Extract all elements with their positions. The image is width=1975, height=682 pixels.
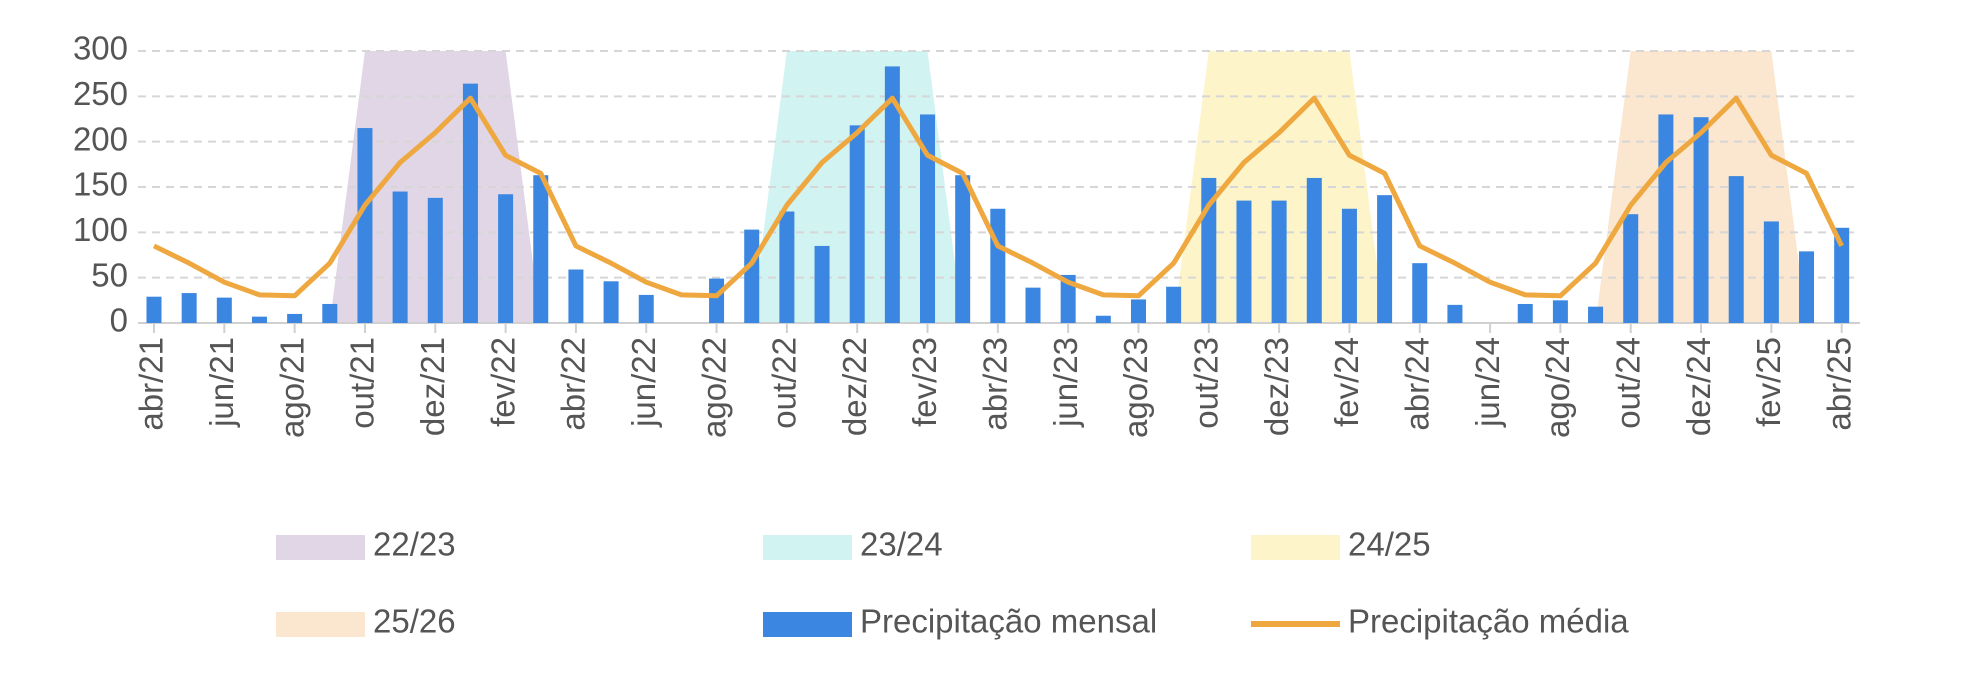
legend-label: 23/24 bbox=[860, 526, 943, 563]
bar bbox=[1130, 299, 1146, 323]
bar bbox=[990, 208, 1006, 323]
bar bbox=[814, 245, 830, 323]
y-tick-label: 200 bbox=[73, 120, 128, 157]
x-tick-label: jun/23 bbox=[1047, 337, 1084, 428]
bar bbox=[1060, 274, 1076, 323]
x-tick-label: out/21 bbox=[344, 337, 381, 429]
y-tick-label: 50 bbox=[91, 256, 128, 293]
bar bbox=[1447, 304, 1463, 323]
x-tick-label: jun/21 bbox=[203, 337, 240, 428]
bar bbox=[1341, 208, 1357, 323]
bar bbox=[884, 66, 900, 323]
legend-swatch bbox=[276, 535, 365, 560]
bar bbox=[1412, 263, 1428, 323]
bar bbox=[568, 269, 584, 323]
bar bbox=[392, 191, 408, 323]
bar bbox=[251, 316, 267, 323]
legend-swatch bbox=[763, 535, 852, 560]
bar bbox=[1306, 177, 1322, 323]
legend-label: Precipitação mensal bbox=[860, 603, 1157, 640]
bar bbox=[1095, 315, 1111, 323]
x-tick-label: ago/24 bbox=[1539, 337, 1576, 438]
x-tick-label: out/22 bbox=[766, 337, 803, 429]
x-tick-label: jun/22 bbox=[625, 337, 662, 428]
legend-label: Precipitação média bbox=[1348, 603, 1629, 640]
bar bbox=[1588, 306, 1604, 323]
bar bbox=[322, 303, 338, 323]
bar bbox=[1799, 251, 1815, 323]
x-tick-label: out/23 bbox=[1188, 337, 1225, 429]
x-tick-label: fev/22 bbox=[484, 337, 521, 427]
x-tick-label: dez/24 bbox=[1680, 337, 1717, 436]
bar bbox=[709, 278, 725, 323]
bar bbox=[287, 313, 303, 323]
bar bbox=[1623, 214, 1639, 323]
bar bbox=[1693, 117, 1709, 323]
bar bbox=[1271, 200, 1287, 323]
bar bbox=[498, 194, 514, 323]
average-line bbox=[152, 95, 1844, 299]
bar bbox=[1236, 200, 1252, 323]
bar bbox=[955, 175, 971, 323]
x-tick-label: fev/25 bbox=[1750, 337, 1787, 427]
x-tick-label: abr/21 bbox=[133, 337, 170, 431]
bar bbox=[1834, 227, 1850, 323]
x-tick-label: out/24 bbox=[1609, 337, 1646, 429]
bar bbox=[779, 211, 795, 323]
y-tick-label: 100 bbox=[73, 211, 128, 248]
y-tick-label: 300 bbox=[73, 30, 128, 67]
x-tick-label: ago/23 bbox=[1117, 337, 1154, 438]
x-tick-label: dez/21 bbox=[414, 337, 451, 436]
bar bbox=[216, 297, 232, 323]
bar bbox=[638, 294, 654, 323]
bar bbox=[181, 293, 197, 323]
y-tick-label: 0 bbox=[110, 302, 128, 339]
x-tick-label: abr/22 bbox=[555, 337, 592, 431]
bar bbox=[920, 114, 936, 323]
x-tick-label: jun/24 bbox=[1469, 337, 1506, 428]
x-tick-label: abr/25 bbox=[1820, 337, 1857, 431]
bar bbox=[744, 229, 760, 323]
bar bbox=[603, 281, 619, 323]
legend-swatch bbox=[276, 612, 365, 637]
x-tick-label: dez/23 bbox=[1258, 337, 1295, 436]
bar bbox=[1658, 114, 1674, 323]
bar bbox=[1025, 287, 1041, 323]
x-tick-label: abr/24 bbox=[1398, 337, 1435, 431]
bar bbox=[1552, 300, 1568, 323]
bar bbox=[146, 296, 162, 323]
bar bbox=[427, 197, 443, 323]
legend-swatch bbox=[763, 612, 852, 637]
y-tick-label: 150 bbox=[73, 166, 128, 203]
x-tick-label: ago/21 bbox=[273, 337, 310, 438]
x-tick-label: fev/24 bbox=[1328, 337, 1365, 427]
legend-label: 25/26 bbox=[373, 603, 456, 640]
bar bbox=[1166, 286, 1182, 323]
legend-label: 22/23 bbox=[373, 526, 456, 563]
legend-label: 24/25 bbox=[1348, 526, 1431, 563]
bar bbox=[1517, 303, 1533, 323]
legend-swatch bbox=[1251, 535, 1340, 560]
x-tick-label: ago/22 bbox=[695, 337, 732, 438]
bar bbox=[1377, 195, 1393, 323]
bar bbox=[462, 83, 478, 323]
x-tick-label: abr/23 bbox=[977, 337, 1014, 431]
bar bbox=[849, 125, 865, 323]
y-tick-label: 250 bbox=[73, 75, 128, 112]
bar bbox=[1763, 221, 1779, 323]
bar bbox=[533, 175, 549, 323]
x-tick-label: fev/23 bbox=[906, 337, 943, 427]
x-tick-label: dez/22 bbox=[836, 337, 873, 436]
bar bbox=[357, 128, 373, 323]
bar bbox=[1728, 176, 1744, 323]
